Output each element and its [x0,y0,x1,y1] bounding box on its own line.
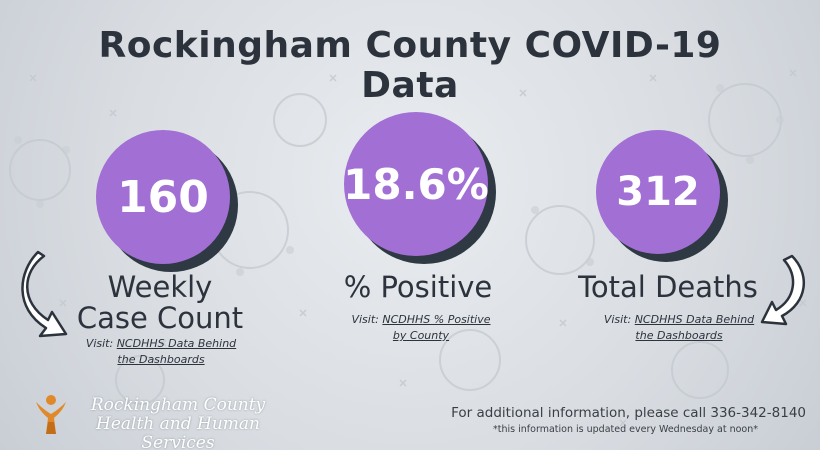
page-title-line2: Data [361,65,459,106]
total-deaths-visit: Visit: NCDHHS Data Behind the Dashboards [603,313,755,342]
ncdhhs-data-link-3-cont[interactable]: the Dashboards [635,329,723,342]
page-title: Rockingham County COVID-19 Data [0,26,820,106]
ncdhhs-data-link-1-cont[interactable]: the Dashboards [117,353,205,366]
weekly-case-count-visit: Visit: NCDHHS Data Behind the Dashboards [85,337,237,366]
ncdhhs-data-link-3[interactable]: NCDHHS Data Behind [634,313,755,326]
ncdhhs-percent-positive-link-cont[interactable]: by County [392,329,450,342]
weekly-case-count-label: Weekly Case Count [76,270,244,335]
percent-positive-visit: Visit: NCDHHS % Positive by County [351,313,491,342]
percent-positive-label: % Positive [343,270,493,304]
curved-arrow-down-right-icon [21,250,68,338]
ncdhhs-percent-positive-link[interactable]: NCDHHS % Positive [382,313,491,326]
total-deaths-value: 312 [616,169,700,215]
weekly-case-count-value: 160 [117,171,209,223]
curved-arrow-down-left-icon [760,254,805,326]
hhs-figure-logo-icon [36,395,66,434]
org-name: Rockingham County Health and Human Servi… [90,395,266,450]
update-note: *this information is updated every Wedne… [493,424,758,435]
page-title-line1: Rockingham County COVID-19 [98,25,722,66]
percent-positive-value: 18.6% [343,159,489,209]
ncdhhs-data-link-1[interactable]: NCDHHS Data Behind [116,337,237,350]
total-deaths-label: Total Deaths [578,270,758,304]
contact-info: For additional information, please call … [451,405,806,421]
